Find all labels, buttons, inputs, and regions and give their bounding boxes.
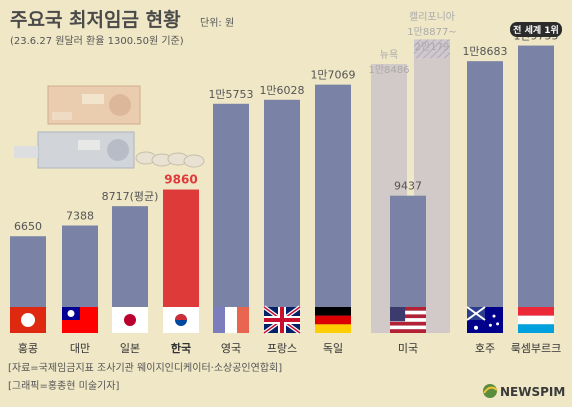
bar-6 [264,99,300,333]
category-label-5: 영국 [221,342,241,355]
newspim-logo-icon [483,384,498,398]
bar-5 [213,103,249,333]
flag-icon-1 [10,307,46,333]
value-label-5: 1만5753 [208,88,253,101]
chart-unit: 단위: 원 [200,16,234,29]
flag-icon-6 [262,305,302,335]
flag-icon-10 [518,307,554,333]
value-label-9: 1만8683 [462,45,507,58]
category-label-10: 룩셈부르크 [511,342,562,355]
flag-icon-3 [112,307,148,333]
category-label-8: 미국 [398,342,418,355]
flag-icon-7 [315,307,351,333]
value-label-4: 9860 [164,173,197,187]
flag-icon-4 [163,307,199,333]
labels-group: 뉴욕 1만8486 캘리포니아 1만8877~ 2만179 6650 홍콩 7388 대만 871… [14,11,561,355]
category-label-3: 일본 [120,341,140,355]
ghost-value-label-2a: 1만8877~ [407,26,456,38]
top-rank-badge-text: 전 세계 1위 [513,24,559,36]
flag-icon-5 [213,307,249,333]
value-label-1: 6650 [14,220,42,233]
ghost-value-label-2b: 2만179 [415,41,450,53]
category-label-9: 호주 [475,342,495,355]
bar-7 [315,84,351,333]
chart-subtitle: (23.6.27 원달러 환율 1300.50원 기준) [10,35,184,47]
chart-title: 주요국 최저임금 현황 [10,8,181,31]
credit-note: [그래픽=홍종현 미술기자] [8,379,119,392]
korean-banknote-5000-icon [47,85,141,125]
value-label-8: 9437 [394,180,422,193]
category-label-1: 홍콩 [18,341,38,355]
value-label-6: 1만6028 [259,84,304,97]
value-label-2: 7388 [66,210,94,223]
ghost-bar-range-2 [414,39,450,59]
category-label-6: 프랑스 [267,342,297,355]
ghost-label-2: 캘리포니아 [409,11,455,23]
korean-banknote-1000-icon [14,131,135,169]
flag-icon-9 [466,306,503,333]
coin-stack-icon [135,151,205,168]
flag-icon-8 [390,307,426,333]
ghost-label-1: 뉴욕 [380,49,398,61]
category-label-4: 한국 [171,341,191,355]
category-label-7: 독일 [323,341,343,355]
value-label-3: 8717(평균) [102,190,159,203]
value-label-7: 1만7069 [310,69,355,82]
flag-icon-2 [62,307,98,333]
top-rank-badge: 전 세계 1위 [510,22,562,37]
brand-name: NEWSPIM [500,385,565,399]
source-note: [자료=국제임금지표 조사기관 웨이지인디케이터·소상공인연합회] [8,361,282,374]
category-label-2: 대만 [70,342,90,355]
bars-group [10,39,554,334]
bar-9 [467,61,503,333]
bar-10 [518,45,554,333]
flags-group [10,305,554,335]
ghost-value-label-1: 1만8486 [368,64,409,76]
